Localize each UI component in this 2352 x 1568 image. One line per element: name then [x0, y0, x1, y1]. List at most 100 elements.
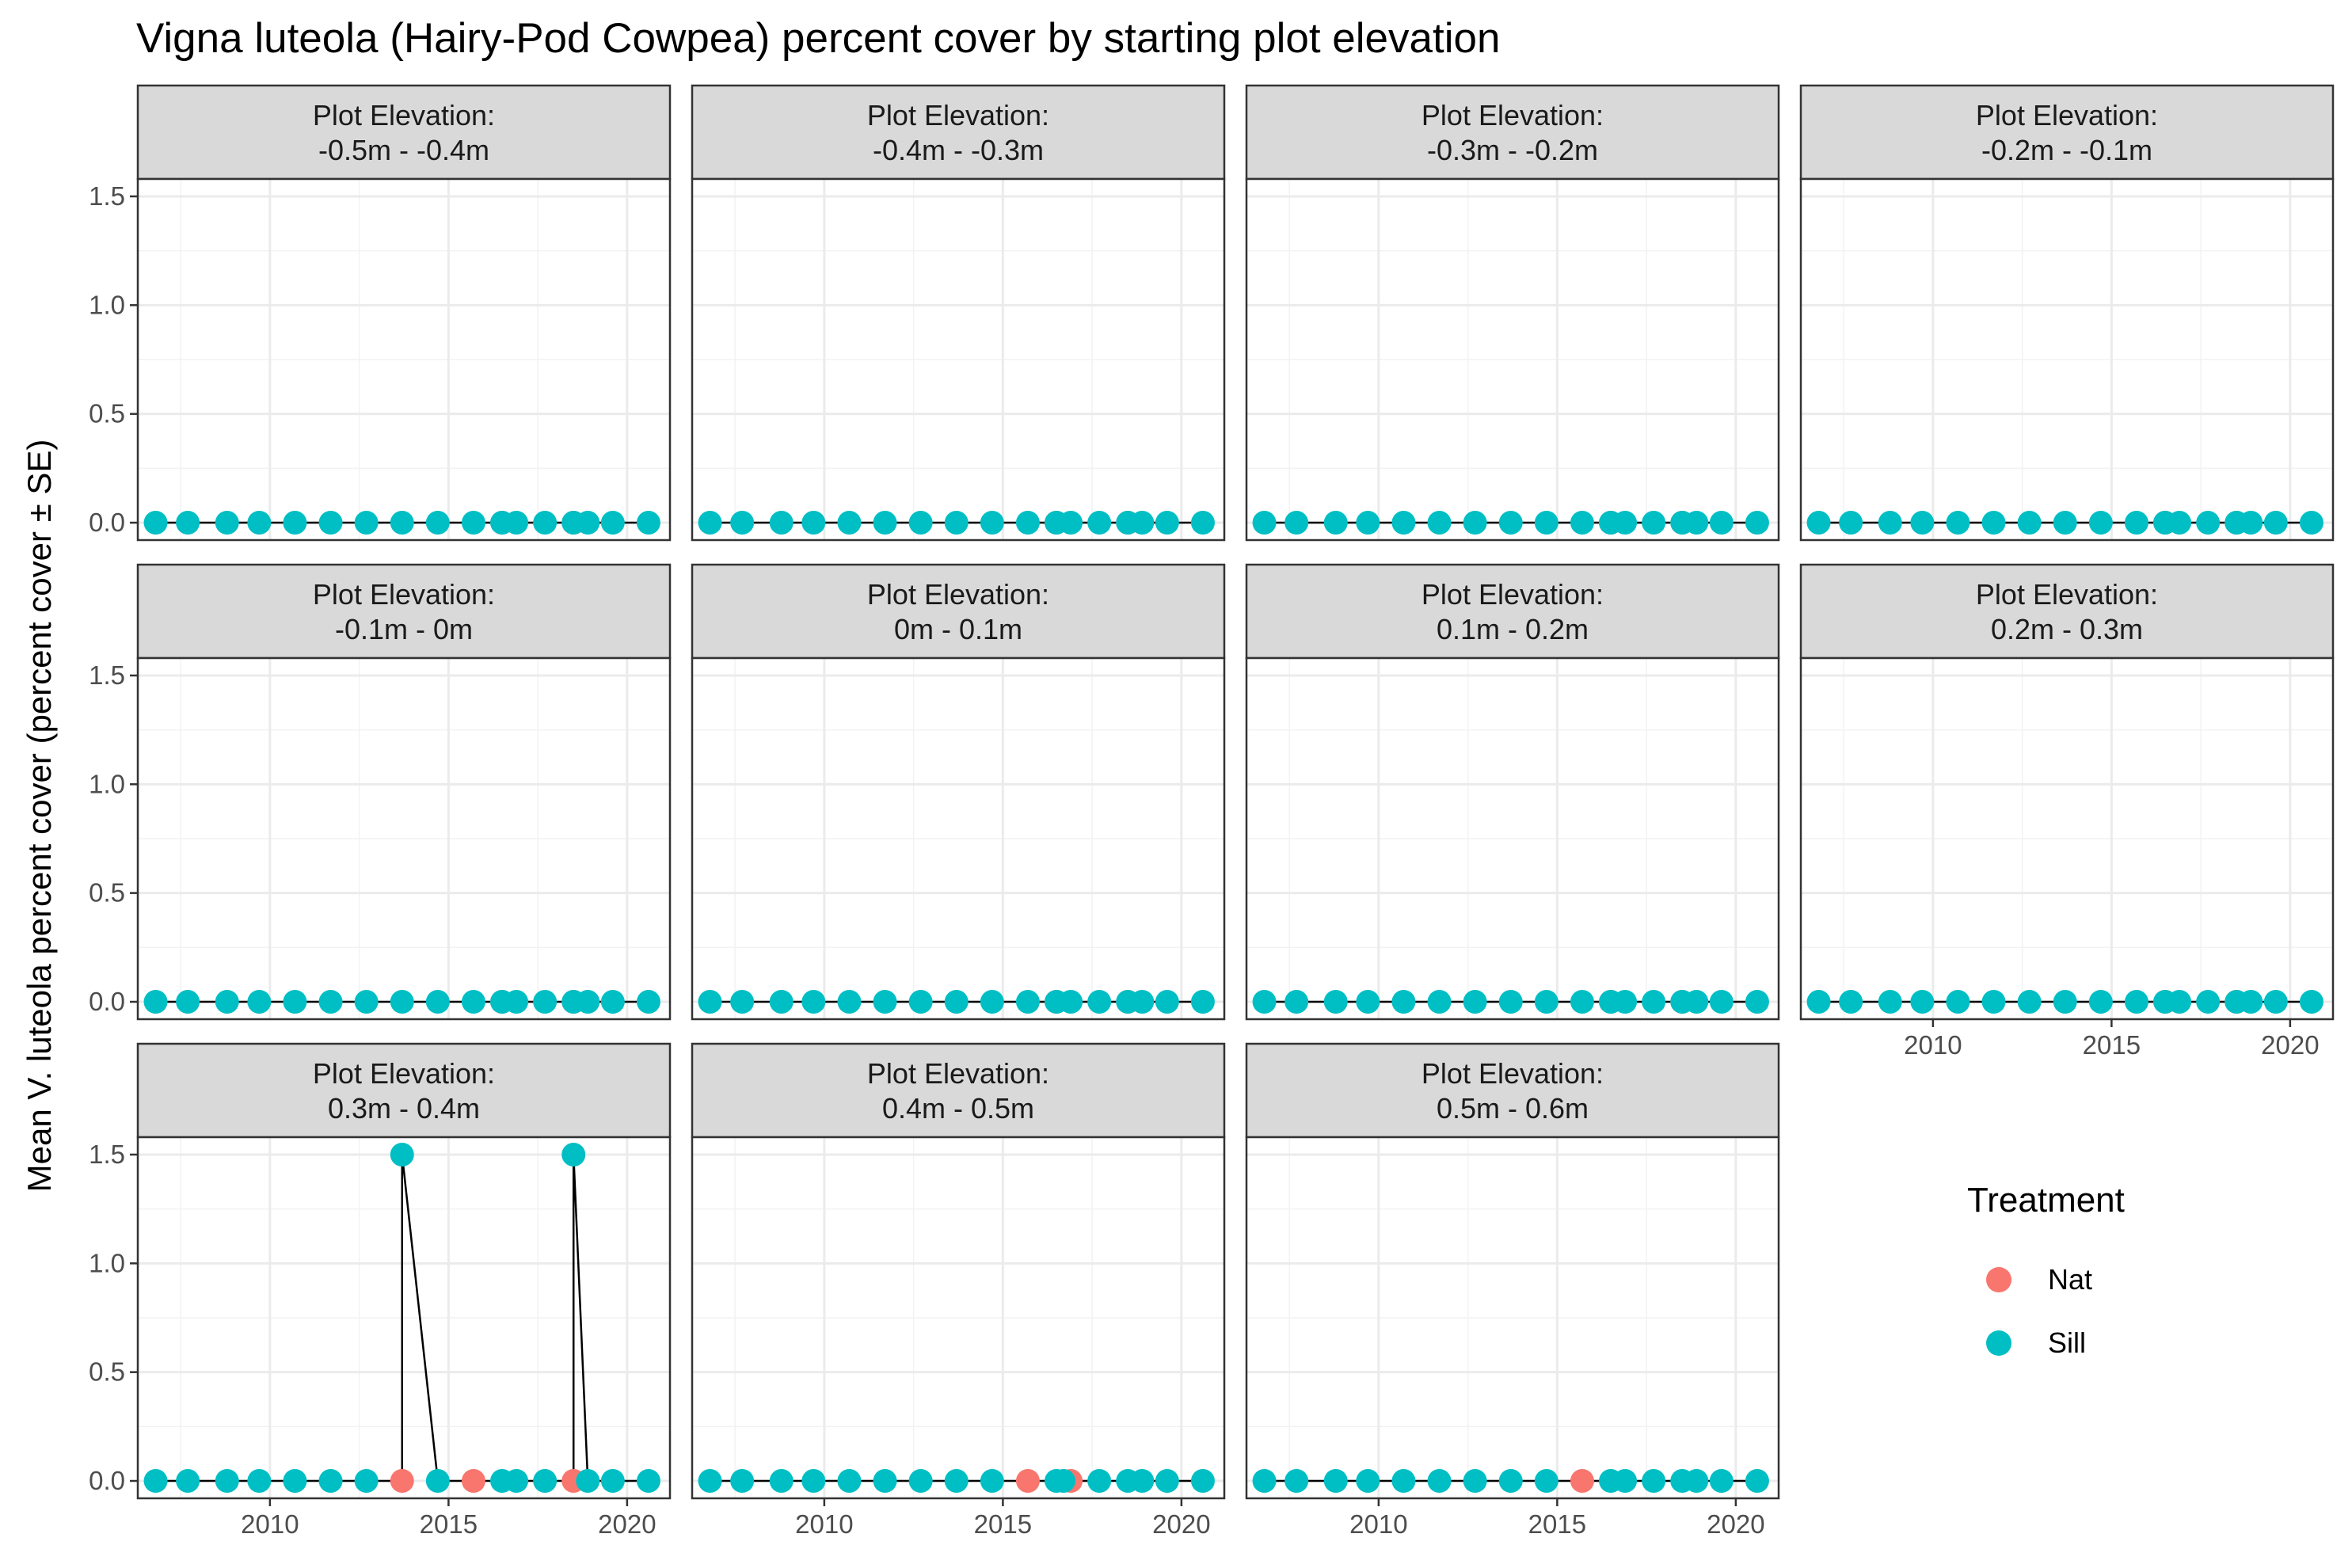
data-point-sill — [1356, 1469, 1380, 1494]
data-point-sill — [1745, 1469, 1769, 1494]
data-point-sill — [2167, 511, 2192, 535]
data-point-sill — [600, 1469, 625, 1494]
facet-panel: Plot Elevation:-0.5m - -0.4m 0.0 0.5 1.0 1.5 — [89, 84, 672, 542]
data-point-sill — [730, 511, 755, 535]
data-point-sill — [425, 1469, 450, 1494]
data-point-sill — [1427, 1469, 1452, 1494]
data-point-sill — [1570, 511, 1594, 535]
data-point-sill — [908, 990, 933, 1014]
data-point-sill — [1878, 990, 1902, 1014]
data-point-sill — [1498, 1469, 1523, 1494]
y-tick-label: 1.5 — [89, 660, 125, 690]
data-point-sill — [1252, 990, 1277, 1014]
data-point-sill — [698, 1469, 722, 1494]
data-point-sill — [873, 990, 897, 1014]
data-point-nat — [1015, 1469, 1040, 1494]
data-point-sill — [1534, 511, 1558, 535]
facet-strip-label: 0.2m - 0.3m — [1991, 613, 2143, 645]
data-point-sill — [461, 990, 485, 1014]
chart-title: Vigna luteola (Hairy-Pod Cowpea) percent… — [136, 15, 1500, 62]
data-point-sill — [1427, 511, 1452, 535]
data-point-sill — [425, 990, 450, 1014]
data-point-sill — [390, 511, 414, 535]
data-point-sill — [1534, 1469, 1558, 1494]
data-point-sill — [1642, 511, 1666, 535]
data-point-nat — [461, 1469, 485, 1494]
facet-panel: Plot Elevation:0m - 0.1m — [691, 563, 1226, 1021]
data-point-sill — [2017, 511, 2042, 535]
data-point-sill — [1878, 511, 1902, 535]
facet-panel: Plot Elevation:0.1m - 0.2m — [1245, 563, 1780, 1021]
data-point-sill — [980, 1469, 1004, 1494]
data-point-sill — [354, 511, 379, 535]
data-point-sill — [1059, 990, 1083, 1014]
x-tick-label: 2020 — [2261, 1030, 2319, 1060]
legend-key-nat — [1986, 1267, 2011, 1292]
facet-strip — [1799, 563, 2335, 660]
facet-strip-label: 0.5m - 0.6m — [1437, 1092, 1589, 1125]
data-point-sill — [533, 1469, 558, 1494]
data-point-sill — [873, 511, 897, 535]
panel-border — [691, 177, 1226, 542]
data-point-sill — [2239, 990, 2263, 1014]
facet-strip-label: 0m - 0.1m — [894, 613, 1022, 645]
data-point-sill — [1839, 990, 1863, 1014]
data-point-sill — [1463, 1469, 1487, 1494]
facet-strip-label: -0.2m - -0.1m — [1981, 134, 2152, 166]
data-point-sill — [1284, 511, 1309, 535]
facet-strip — [1245, 563, 1780, 660]
data-point-sill — [143, 990, 168, 1014]
y-tick-label: 0.0 — [89, 987, 125, 1016]
data-point-sill — [2053, 990, 2077, 1014]
data-point-sill — [354, 1469, 379, 1494]
data-point-sill — [425, 511, 450, 535]
facet-strip — [1245, 84, 1780, 181]
data-point-sill — [1684, 990, 1709, 1014]
data-point-sill — [944, 990, 969, 1014]
data-point-sill — [636, 990, 660, 1014]
data-point-nat — [390, 1469, 414, 1494]
data-point-sill — [215, 511, 239, 535]
data-point-sill — [1946, 511, 1970, 535]
data-point-sill — [1463, 990, 1487, 1014]
data-point-sill — [2263, 511, 2288, 535]
data-point-sill — [1323, 511, 1348, 535]
data-point-sill — [247, 1469, 272, 1494]
facet-strip-prefix: Plot Elevation: — [1421, 1057, 1604, 1090]
x-tick-label: 2015 — [974, 1509, 1032, 1539]
data-point-sill — [1356, 511, 1380, 535]
data-point-sill — [504, 511, 529, 535]
data-point-sill — [1463, 511, 1487, 535]
data-point-sill — [801, 511, 826, 535]
panel-border — [1799, 177, 2335, 542]
legend-label-nat: Nat — [2048, 1263, 2092, 1296]
data-point-sill — [636, 1469, 660, 1494]
data-point-sill — [837, 990, 862, 1014]
data-point-sill — [1498, 511, 1523, 535]
data-point-sill — [504, 990, 529, 1014]
data-point-sill — [769, 1469, 794, 1494]
data-point-sill — [1684, 511, 1709, 535]
data-point-sill — [176, 511, 200, 535]
x-tick-label: 2015 — [2083, 1030, 2141, 1060]
facet-strip-prefix: Plot Elevation: — [867, 578, 1049, 611]
data-point-sill — [1613, 1469, 1638, 1494]
data-point-sill — [2124, 511, 2148, 535]
data-point-sill — [1709, 990, 1734, 1014]
data-point-sill — [247, 511, 272, 535]
facet-strip-label: 0.4m - 0.5m — [882, 1092, 1034, 1125]
data-point-sill — [1015, 511, 1040, 535]
facet-strip — [691, 1042, 1226, 1139]
data-point-sill — [730, 990, 755, 1014]
data-point-sill — [600, 990, 625, 1014]
data-point-sill — [2299, 990, 2323, 1014]
data-point-sill — [1190, 1469, 1215, 1494]
data-point-sill — [873, 1469, 897, 1494]
data-point-sill — [176, 990, 200, 1014]
data-point-sill — [283, 1469, 307, 1494]
panel-border — [1245, 177, 1780, 542]
data-point-sill — [2196, 990, 2221, 1014]
data-point-sill — [1613, 511, 1638, 535]
facet-strip-prefix: Plot Elevation: — [1976, 578, 2158, 611]
data-point-sill — [215, 1469, 239, 1494]
